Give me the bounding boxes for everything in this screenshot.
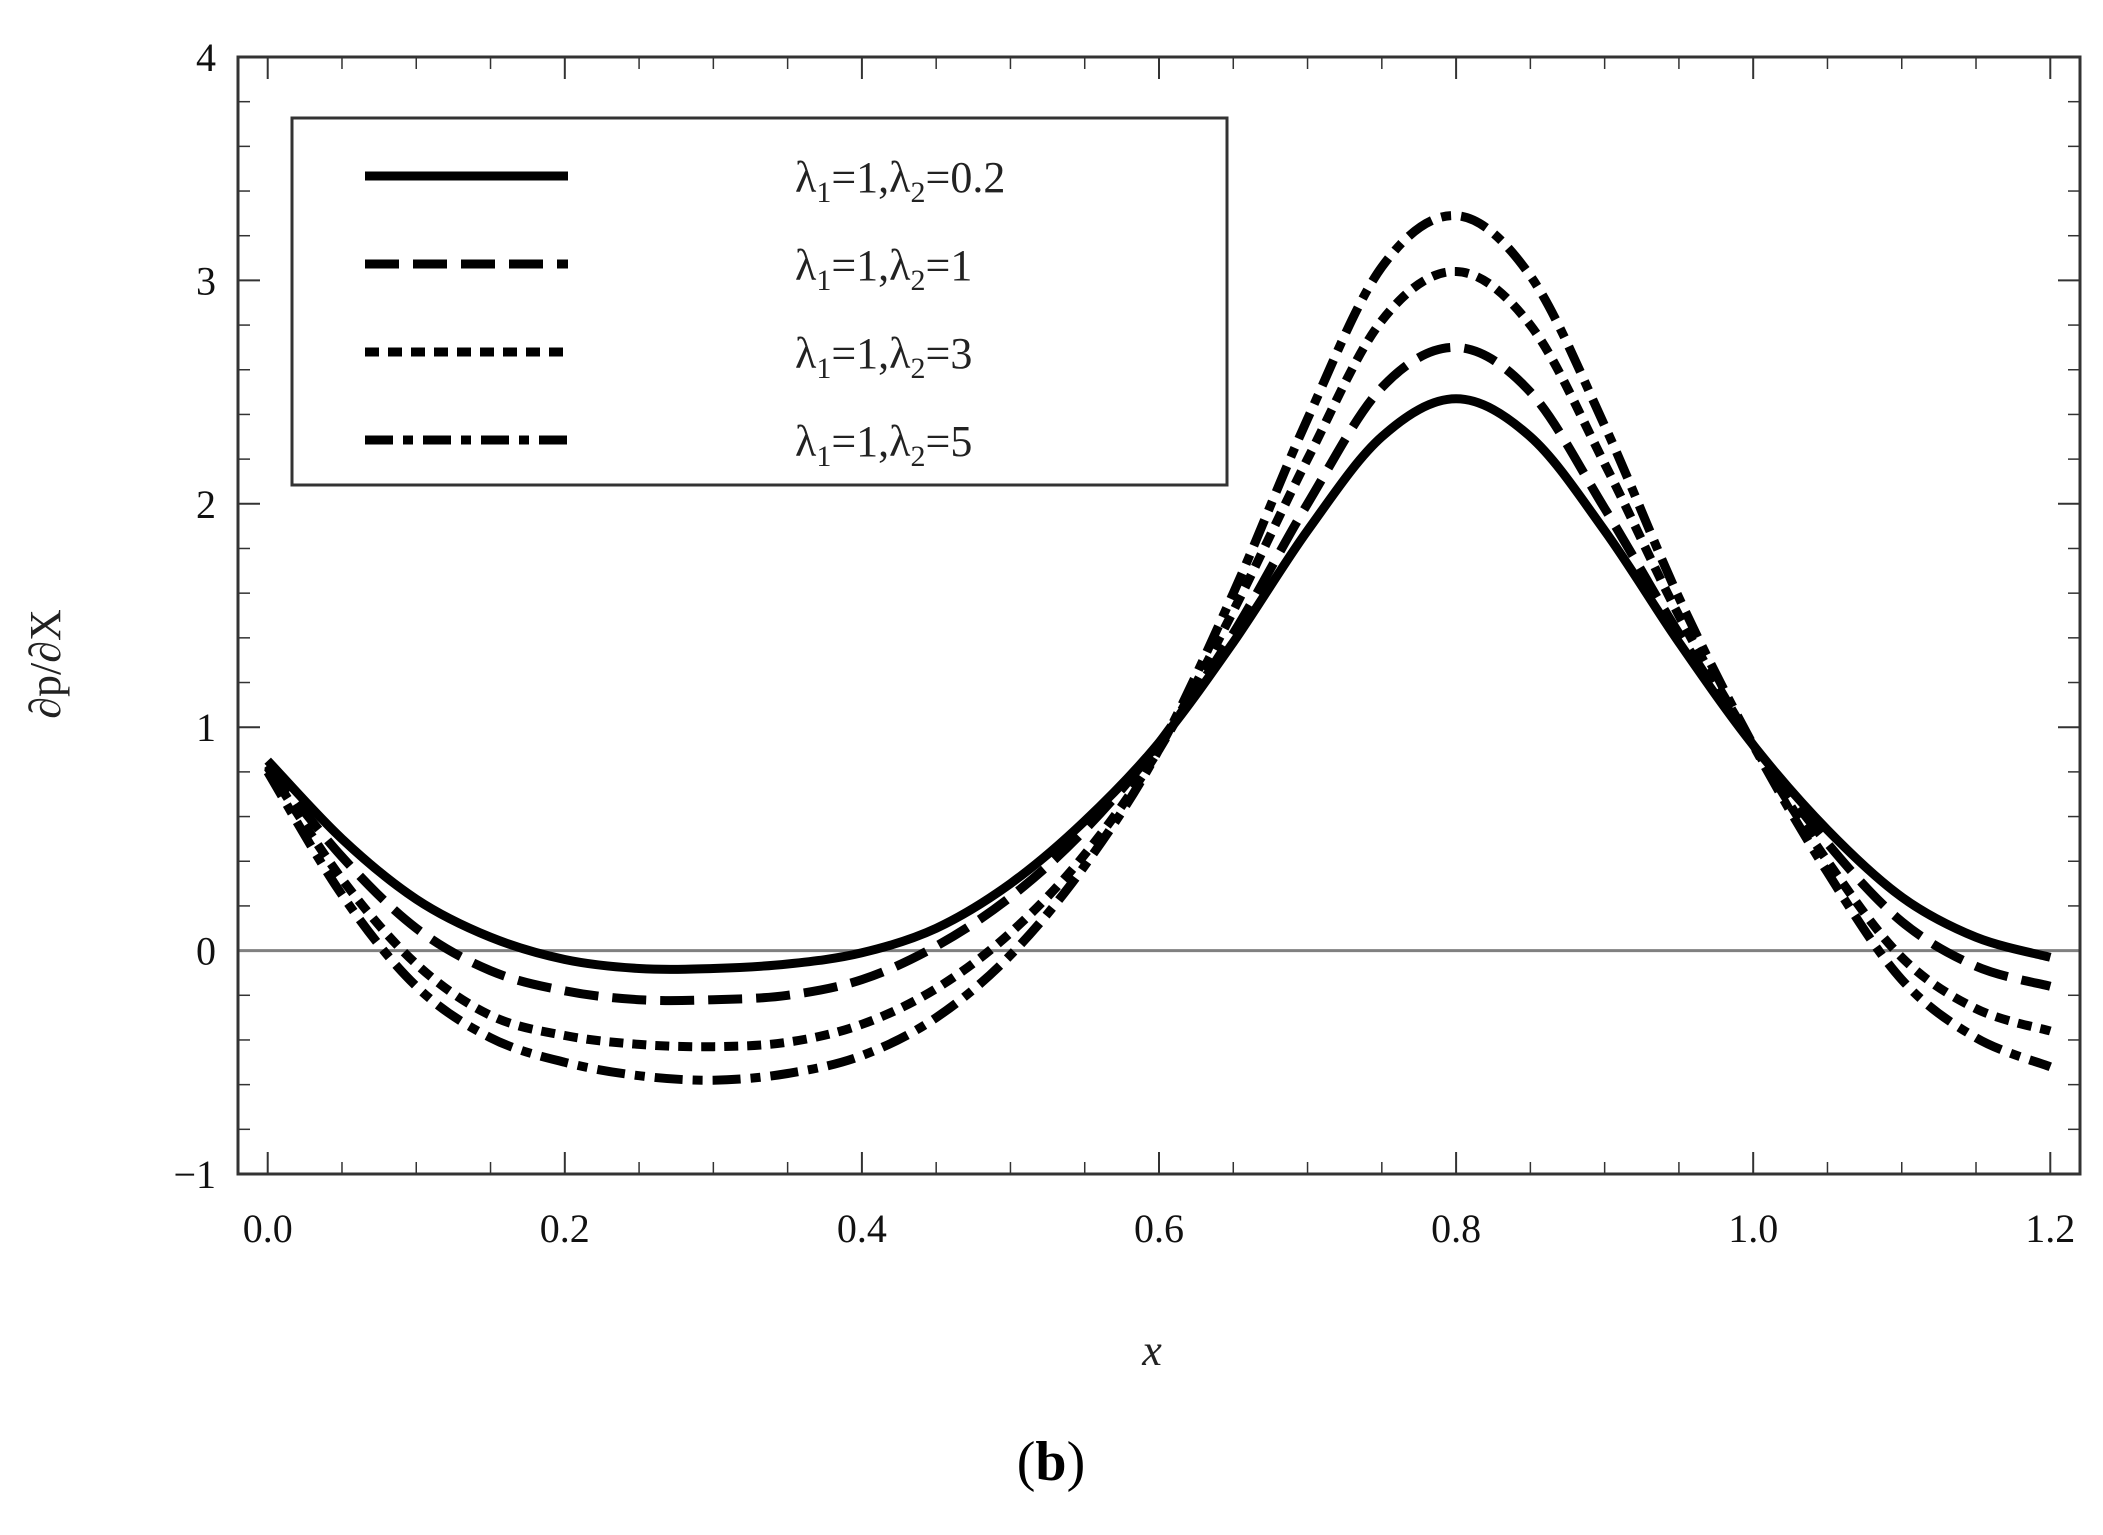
- legend-text-part: λ: [795, 241, 817, 290]
- y-tick-label: 3: [196, 258, 216, 303]
- legend-text-part: =1,: [831, 153, 889, 202]
- panel-label-letter: b: [1035, 1431, 1066, 1493]
- legend-subscript: 1: [816, 440, 831, 473]
- legend: λ1=1,λ2=0.2λ1=1,λ2=1λ1=1,λ2=3λ1=1,λ2=5: [290, 116, 1229, 487]
- legend-text-part: λ: [795, 417, 817, 466]
- y-axis-title: ∂p/∂X: [21, 609, 70, 718]
- ticks-layer: [238, 56, 2080, 1175]
- legend-label: λ1=1,λ2=0.2: [795, 153, 1005, 209]
- x-tick-label: 0.4: [837, 1206, 887, 1251]
- legend-text-part: =5: [926, 417, 973, 466]
- series-layer: [263, 211, 2052, 1085]
- series-line-dotted: [263, 266, 2052, 1052]
- y-tick-label: 0: [196, 929, 216, 974]
- legend-subscript: 1: [816, 352, 831, 385]
- y-tick-label: 2: [196, 482, 216, 527]
- legend-subscript: 2: [911, 352, 926, 385]
- legend-text-part: λ: [889, 241, 911, 290]
- legend-subscript: 2: [911, 440, 926, 473]
- x-tick-label: 1.2: [2025, 1206, 2075, 1251]
- legend-text-part: =1,: [831, 329, 889, 378]
- legend-subscript: 1: [816, 176, 831, 209]
- legend-text-part: =3: [926, 329, 973, 378]
- panel-label-open-paren: (: [1017, 1431, 1036, 1493]
- legend-text-part: λ: [889, 329, 911, 378]
- plot-frame: [236, 55, 2082, 1176]
- x-tick-label: 0.6: [1134, 1206, 1184, 1251]
- legend-subscript: 1: [816, 264, 831, 297]
- legend-text-part: =1,: [831, 417, 889, 466]
- legend-text-part: =1: [926, 241, 973, 290]
- legend-text-part: λ: [795, 329, 817, 378]
- series-line-dashed: [264, 342, 2052, 1006]
- x-axis-title: x: [1141, 1326, 1162, 1375]
- legend-text-part: λ: [889, 153, 911, 202]
- x-tick-label: 0.2: [540, 1206, 590, 1251]
- legend-label: λ1=1,λ2=3: [795, 329, 972, 385]
- legend-label: λ1=1,λ2=1: [795, 241, 972, 297]
- legend-entries: λ1=1,λ2=0.2λ1=1,λ2=1λ1=1,λ2=3λ1=1,λ2=5: [365, 153, 1005, 473]
- x-tick-label: 0.8: [1431, 1206, 1481, 1251]
- tick-labels-layer: 0.0 0.2 0.4 0.6 0.8 1.0 1.2 −1 0 1 2 3 4: [173, 35, 2075, 1251]
- y-tick-label: 1: [196, 705, 216, 750]
- legend-text-part: λ: [795, 153, 817, 202]
- legend-subscript: 2: [911, 176, 926, 209]
- y-tick-label: −1: [173, 1152, 216, 1197]
- x-tick-label: 1.0: [1728, 1206, 1778, 1251]
- series-line-dashdot: [263, 211, 2052, 1085]
- legend-text-part: λ: [889, 417, 911, 466]
- legend-text-part: =1,: [831, 241, 889, 290]
- panel-label-close-paren: ): [1067, 1431, 1086, 1493]
- legend-text-part: =0.2: [926, 153, 1006, 202]
- panel-label: (b): [1017, 1431, 1085, 1493]
- legend-label: λ1=1,λ2=5: [795, 417, 972, 473]
- y-tick-label: 4: [196, 35, 216, 80]
- legend-subscript: 2: [911, 264, 926, 297]
- x-tick-label: 0.0: [243, 1206, 293, 1251]
